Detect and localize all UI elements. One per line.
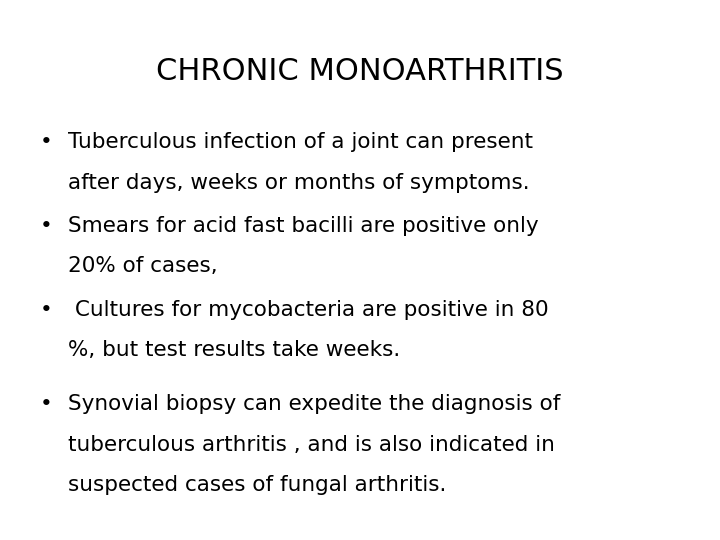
Text: •: • [40, 132, 53, 152]
Text: Cultures for mycobacteria are positive in 80: Cultures for mycobacteria are positive i… [68, 300, 549, 320]
Text: •: • [40, 394, 53, 414]
Text: tuberculous arthritis , and is also indicated in: tuberculous arthritis , and is also indi… [68, 435, 555, 455]
Text: Smears for acid fast bacilli are positive only: Smears for acid fast bacilli are positiv… [68, 216, 539, 236]
Text: %, but test results take weeks.: %, but test results take weeks. [68, 340, 400, 360]
Text: •: • [40, 216, 53, 236]
Text: Synovial biopsy can expedite the diagnosis of: Synovial biopsy can expedite the diagnos… [68, 394, 561, 414]
Text: CHRONIC MONOARTHRITIS: CHRONIC MONOARTHRITIS [156, 57, 564, 86]
Text: •: • [40, 300, 53, 320]
Text: Tuberculous infection of a joint can present: Tuberculous infection of a joint can pre… [68, 132, 534, 152]
Text: suspected cases of fungal arthritis.: suspected cases of fungal arthritis. [68, 475, 447, 495]
Text: after days, weeks or months of symptoms.: after days, weeks or months of symptoms. [68, 173, 530, 193]
Text: 20% of cases,: 20% of cases, [68, 256, 218, 276]
